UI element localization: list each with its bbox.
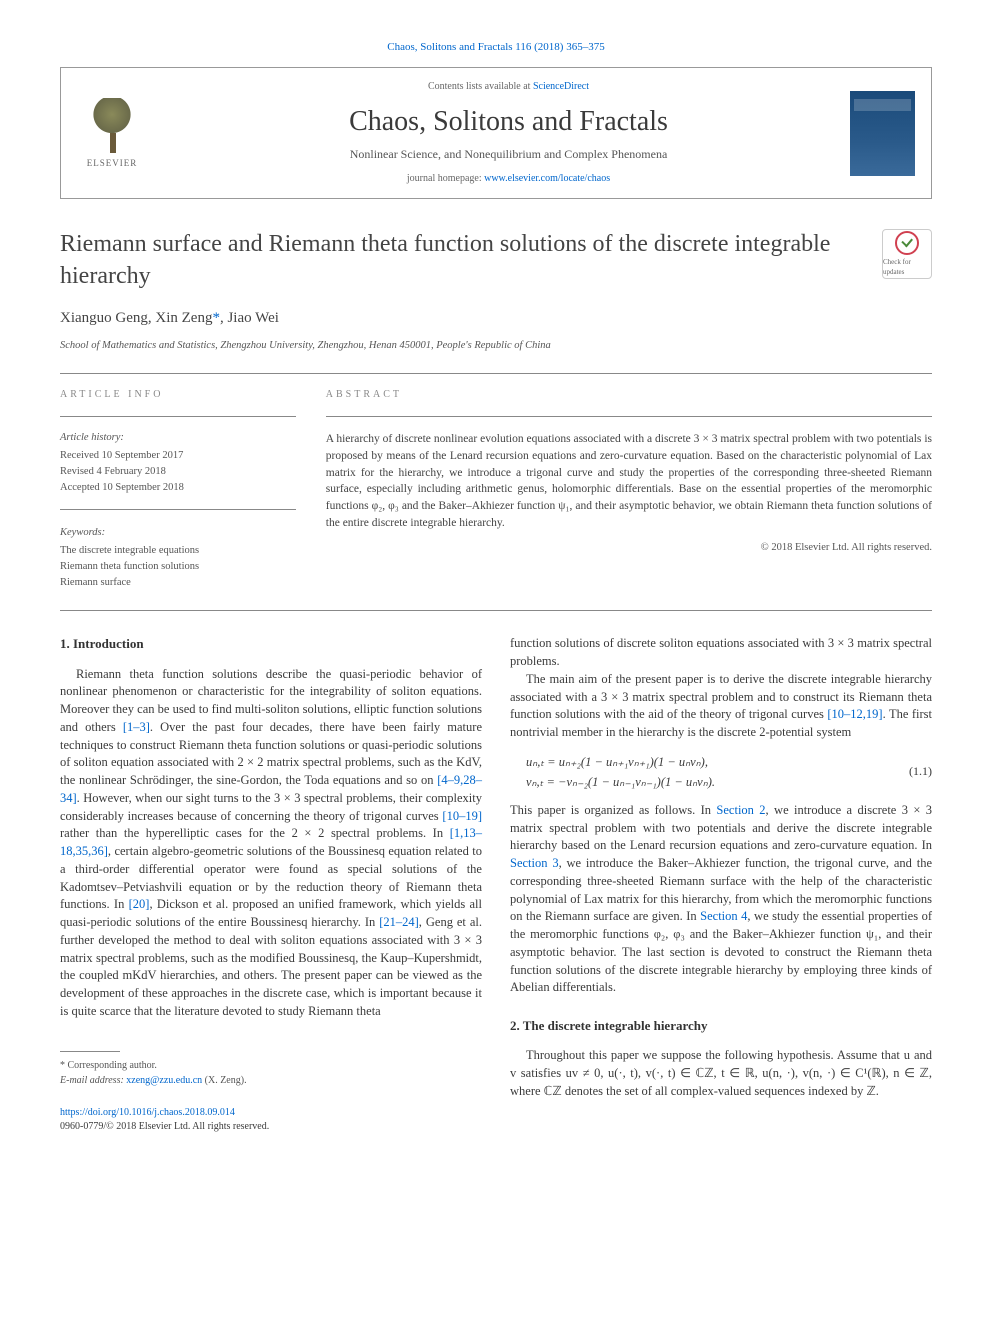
abstract-divider bbox=[326, 416, 932, 417]
citation-bar[interactable]: Chaos, Solitons and Fractals 116 (2018) … bbox=[60, 40, 932, 55]
contents-prefix: Contents lists available at bbox=[428, 81, 533, 92]
ref-10-19[interactable]: [10–19] bbox=[442, 809, 482, 823]
doi-block: https://doi.org/10.1016/j.chaos.2018.09.… bbox=[60, 1106, 482, 1134]
abstract-label: ABSTRACT bbox=[326, 388, 932, 402]
journal-cover-thumbnail[interactable] bbox=[850, 91, 915, 176]
accepted-line: Accepted 10 September 2018 bbox=[60, 480, 296, 496]
keyword-2: Riemann theta function solutions bbox=[60, 559, 296, 575]
article-info-label: ARTICLE INFO bbox=[60, 388, 296, 402]
header-center: Contents lists available at ScienceDirec… bbox=[167, 80, 850, 186]
keyword-1: The discrete integrable equations bbox=[60, 543, 296, 559]
eq-1-1-line2: vₙ,ₜ = −vₙ₋₂(1 − uₙ₋₁vₙ₋₁)(1 − uₙvₙ). bbox=[526, 772, 909, 792]
left-column: 1. Introduction Riemann theta function s… bbox=[60, 635, 482, 1133]
body-columns: 1. Introduction Riemann theta function s… bbox=[60, 635, 932, 1133]
abstract-column: ABSTRACT A hierarchy of discrete nonline… bbox=[326, 388, 932, 590]
sciencedirect-link[interactable]: ScienceDirect bbox=[533, 81, 589, 92]
authors-part1: Xianguo Geng, Xin Zeng bbox=[60, 310, 212, 326]
page-root: Chaos, Solitons and Fractals 116 (2018) … bbox=[0, 0, 992, 1174]
received-line: Received 10 September 2017 bbox=[60, 448, 296, 464]
keyword-3: Riemann surface bbox=[60, 575, 296, 591]
intro-paragraph-3: This paper is organized as follows. In S… bbox=[510, 802, 932, 997]
authors-line: Xianguo Geng, Xin Zeng*, Jiao Wei bbox=[60, 308, 932, 329]
email-suffix: (X. Zeng). bbox=[202, 1075, 246, 1086]
eq-1-1-line1: uₙ,ₜ = uₙ₊₂(1 − uₙ₊₁vₙ₊₁)(1 − uₙvₙ), bbox=[526, 752, 909, 772]
journal-subtitle: Nonlinear Science, and Nonequilibrium an… bbox=[167, 146, 850, 163]
affiliation: School of Mathematics and Statistics, Zh… bbox=[60, 339, 932, 354]
intro-paragraph-2: The main aim of the present paper is to … bbox=[510, 671, 932, 742]
corresponding-footnote: * Corresponding author. bbox=[60, 1058, 482, 1073]
homepage-line: journal homepage: www.elsevier.com/locat… bbox=[167, 172, 850, 186]
ref-10-12-19[interactable]: [10–12,19] bbox=[827, 707, 882, 721]
crossmark-icon bbox=[895, 231, 919, 255]
article-title: Riemann surface and Riemann theta functi… bbox=[60, 229, 862, 291]
crossmark-label: Check for updates bbox=[883, 258, 931, 278]
section-2-paragraph-1: Throughout this paper we suppose the fol… bbox=[510, 1047, 932, 1100]
authors-part2: , Jiao Wei bbox=[220, 310, 279, 326]
divider-bottom bbox=[60, 610, 932, 611]
abstract-text: A hierarchy of discrete nonlinear evolut… bbox=[326, 431, 932, 531]
equation-1-1: uₙ,ₜ = uₙ₊₂(1 − uₙ₊₁vₙ₊₁)(1 − uₙvₙ), vₙ,… bbox=[510, 752, 932, 792]
ref-section-4[interactable]: Section 4 bbox=[700, 909, 747, 923]
citation-link[interactable]: Chaos, Solitons and Fractals 116 (2018) … bbox=[387, 41, 604, 53]
title-row: Riemann surface and Riemann theta functi… bbox=[60, 229, 932, 291]
email-link[interactable]: xzeng@zzu.edu.cn bbox=[126, 1075, 202, 1086]
doi-link[interactable]: https://doi.org/10.1016/j.chaos.2018.09.… bbox=[60, 1107, 235, 1118]
copyright-line: © 2018 Elsevier Ltd. All rights reserved… bbox=[326, 541, 932, 556]
intro-paragraph-1-cont: function solutions of discrete soliton e… bbox=[510, 635, 932, 671]
info-divider-2 bbox=[60, 509, 296, 510]
crossmark-badge[interactable]: Check for updates bbox=[882, 229, 932, 279]
homepage-prefix: journal homepage: bbox=[407, 173, 484, 184]
keywords-head: Keywords: bbox=[60, 526, 296, 541]
journal-name: Chaos, Solitons and Fractals bbox=[167, 102, 850, 141]
section-1-head: 1. Introduction bbox=[60, 635, 482, 653]
journal-header: ELSEVIER Contents lists available at Sci… bbox=[60, 67, 932, 199]
section-2-head: 2. The discrete integrable hierarchy bbox=[510, 1017, 932, 1035]
info-abstract-row: ARTICLE INFO Article history: Received 1… bbox=[60, 388, 932, 590]
elsevier-logo[interactable]: ELSEVIER bbox=[77, 93, 147, 173]
info-divider bbox=[60, 416, 296, 417]
elsevier-tree-icon bbox=[87, 98, 137, 153]
ref-section-3[interactable]: Section 3 bbox=[510, 856, 559, 870]
email-footnote: E-mail address: xzeng@zzu.edu.cn (X. Zen… bbox=[60, 1073, 482, 1088]
corresponding-mark[interactable]: * bbox=[212, 310, 220, 326]
right-column: function solutions of discrete soliton e… bbox=[510, 635, 932, 1133]
email-label: E-mail address: bbox=[60, 1075, 126, 1086]
eq-1-1-content: uₙ,ₜ = uₙ₊₂(1 − uₙ₊₁vₙ₊₁)(1 − uₙvₙ), vₙ,… bbox=[510, 752, 909, 792]
eq-1-1-number: (1.1) bbox=[909, 763, 932, 780]
article-info-column: ARTICLE INFO Article history: Received 1… bbox=[60, 388, 296, 590]
elsevier-label: ELSEVIER bbox=[87, 157, 138, 170]
ref-section-2[interactable]: Section 2 bbox=[716, 803, 765, 817]
contents-line: Contents lists available at ScienceDirec… bbox=[167, 80, 850, 94]
homepage-link[interactable]: www.elsevier.com/locate/chaos bbox=[484, 173, 610, 184]
issn-line: 0960-0779/© 2018 Elsevier Ltd. All right… bbox=[60, 1120, 482, 1134]
ref-1-3[interactable]: [1–3] bbox=[123, 720, 150, 734]
divider-top bbox=[60, 373, 932, 374]
intro-paragraph-1: Riemann theta function solutions describ… bbox=[60, 666, 482, 1021]
revised-line: Revised 4 February 2018 bbox=[60, 464, 296, 480]
history-head: Article history: bbox=[60, 431, 296, 446]
ref-20[interactable]: [20] bbox=[129, 897, 150, 911]
ref-21-24[interactable]: [21–24] bbox=[379, 915, 419, 929]
footnote-separator bbox=[60, 1051, 120, 1052]
